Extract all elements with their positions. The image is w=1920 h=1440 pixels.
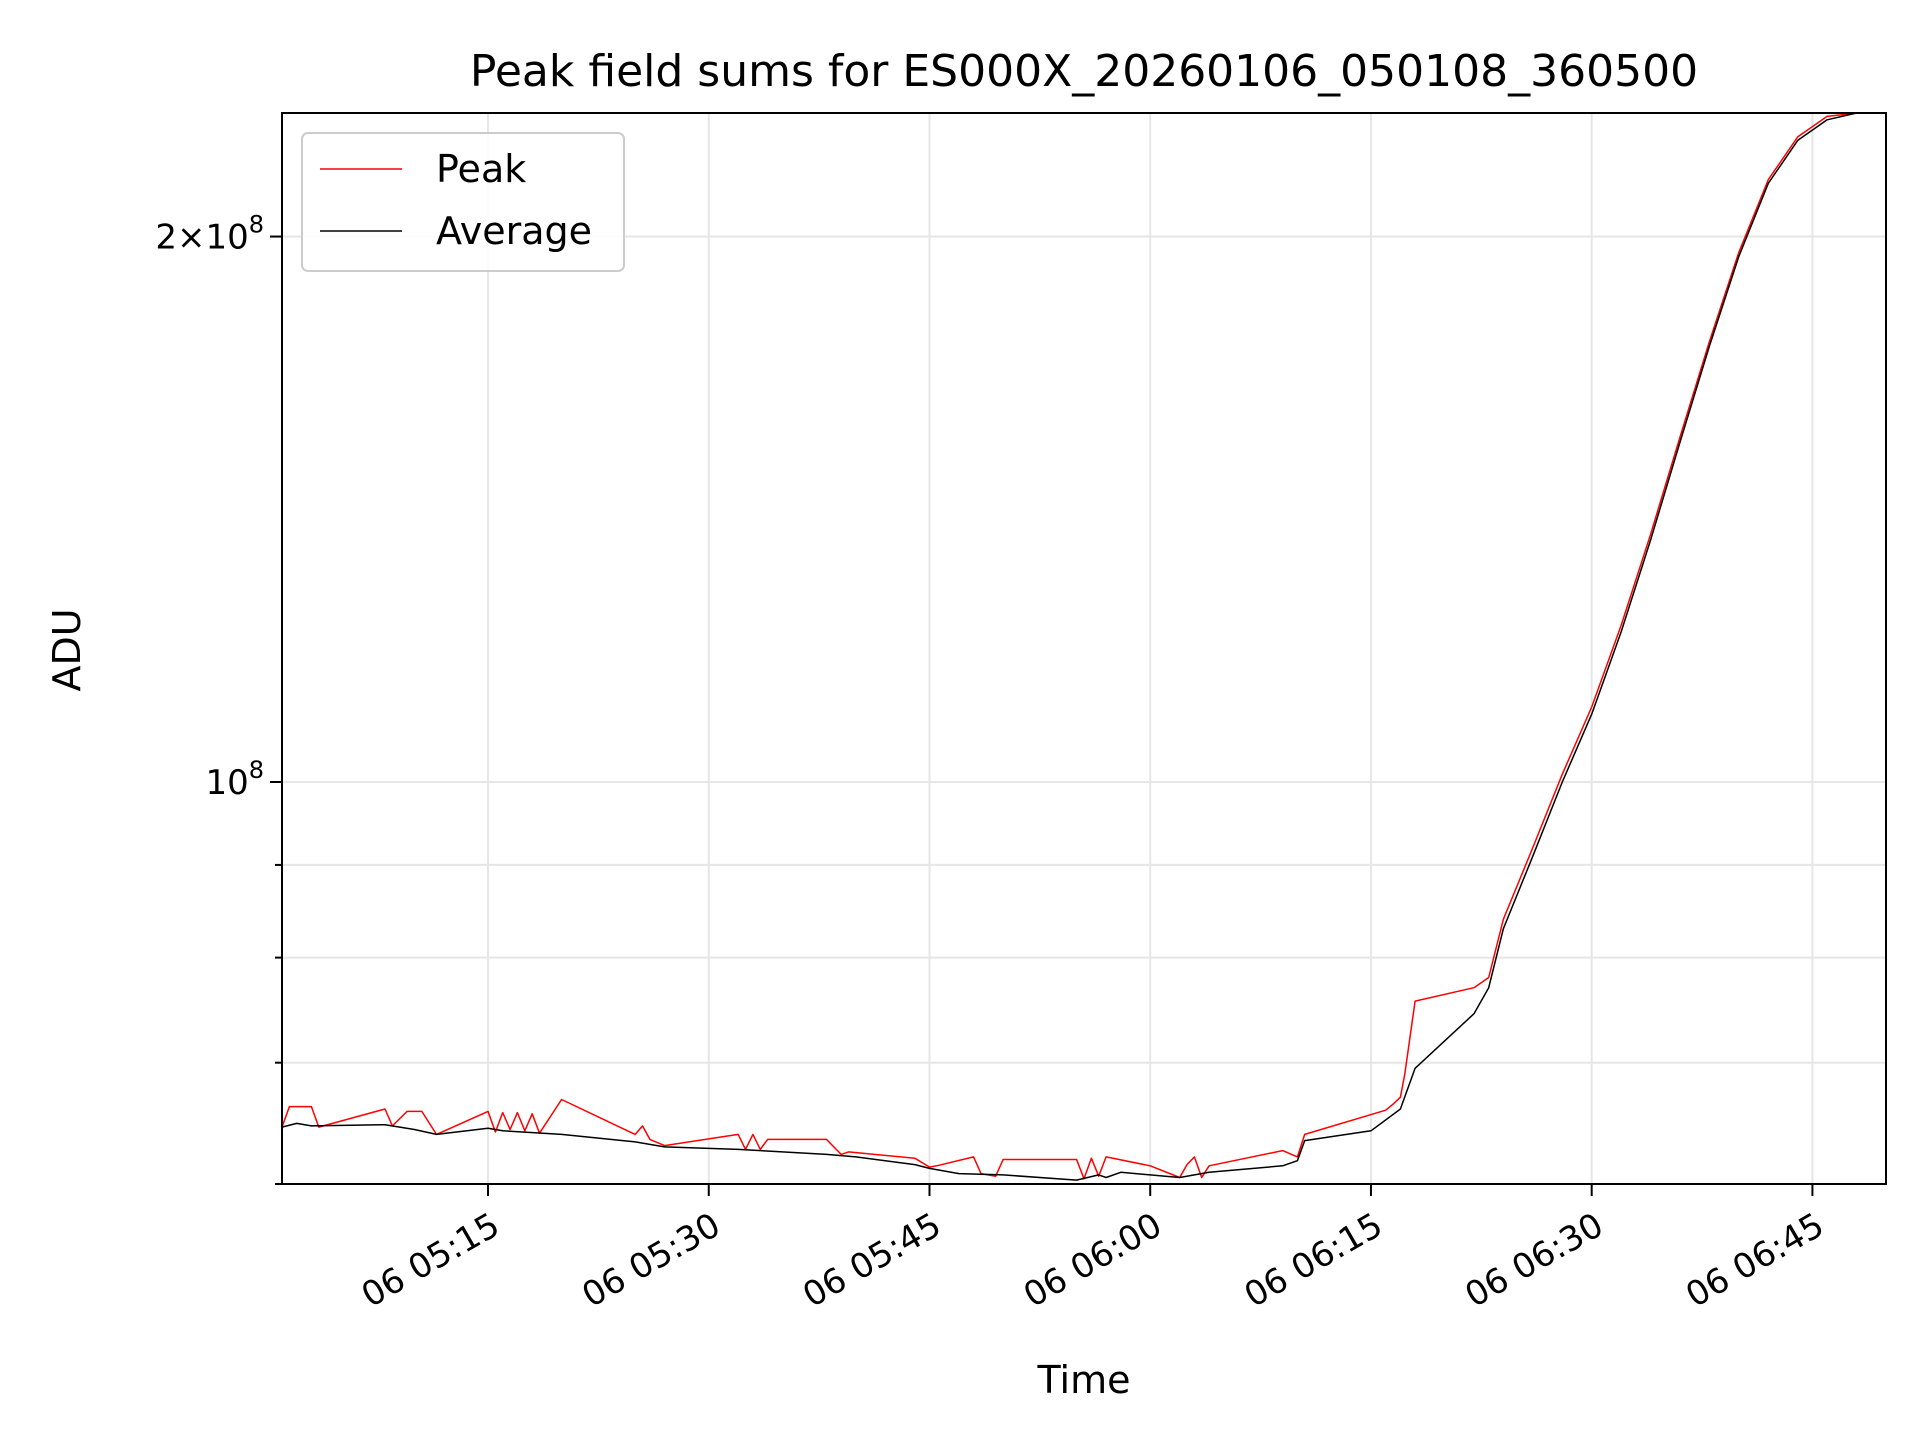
y-tick-label: 108 <box>205 756 264 803</box>
x-axis-label: Time <box>1037 1358 1131 1402</box>
x-tick-label: 06 06:30 <box>1458 1205 1610 1316</box>
legend-label-peak: Peak <box>436 147 526 191</box>
chart-title: Peak field sums for ES000X_20260106_0501… <box>470 46 1698 97</box>
legend-label-average: Average <box>436 209 592 253</box>
x-tick-label: 06 05:45 <box>796 1205 948 1316</box>
legend: Peak Average <box>301 132 625 272</box>
legend-box <box>301 132 625 272</box>
x-tick-label: 06 06:15 <box>1238 1205 1390 1316</box>
series-line-peak <box>281 112 1886 1180</box>
axis-ticks: 06 05:15 06 05:30 06 05:45 06 06:00 06 06:15… <box>155 211 1831 1316</box>
y-tick-label: 2×108 <box>155 211 264 258</box>
plot-frame <box>281 112 1887 1185</box>
y-axis-label: ADU <box>45 608 89 691</box>
x-tick-label: 06 06:45 <box>1679 1205 1831 1316</box>
series-line-average <box>281 112 1886 1181</box>
x-tick-label: 06 05:15 <box>355 1205 507 1316</box>
x-tick-label: 06 06:00 <box>1017 1205 1169 1316</box>
series-lines <box>281 112 1886 1181</box>
grid <box>282 113 1886 1185</box>
x-tick-label: 06 05:30 <box>576 1205 728 1316</box>
